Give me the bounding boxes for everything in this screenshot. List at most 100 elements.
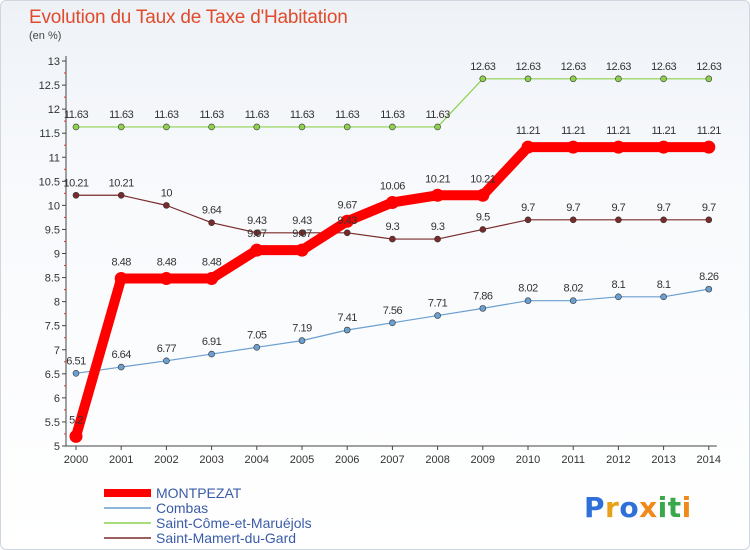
data-label: 11.63: [290, 109, 315, 121]
data-label: 6.77: [157, 343, 177, 355]
x-tick-label: 2011: [561, 454, 585, 466]
data-label: 7.05: [247, 329, 267, 341]
logo-letter: P: [584, 491, 606, 524]
x-tick-label: 2002: [154, 454, 178, 466]
data-point: [524, 75, 532, 83]
data-point: [569, 216, 577, 224]
data-label: 10.21: [425, 173, 450, 185]
logo-letter: x: [639, 491, 658, 524]
data-label: 12.63: [561, 61, 586, 73]
data-label: 9.7: [566, 202, 580, 214]
series-group: [69, 75, 716, 443]
data-label: 9.43: [247, 215, 267, 227]
data-point: [389, 319, 396, 327]
data-label: 8.48: [202, 257, 222, 269]
data-point: [566, 140, 580, 154]
data-label: 6.64: [111, 349, 131, 361]
data-point: [298, 337, 306, 344]
data-label: 11.63: [109, 109, 134, 121]
x-tick-label: 2014: [697, 454, 721, 466]
data-point: [434, 123, 441, 131]
data-label: 7.86: [473, 290, 493, 302]
data-label: 11.63: [425, 109, 450, 121]
data-point: [434, 312, 441, 319]
y-tick-label: 8: [54, 297, 60, 309]
data-label: 11.63: [199, 109, 224, 121]
data-point: [253, 344, 261, 351]
data-label: 8.26: [699, 271, 719, 283]
data-point: [434, 235, 441, 243]
legend: MONTPEZATCombasSaint-Côme-et-MaruéjolsSa…: [104, 485, 312, 546]
data-point: [615, 216, 622, 224]
data-point: [295, 243, 309, 257]
data-label: 9.5: [476, 211, 490, 223]
logo-letter: o: [619, 491, 640, 524]
data-label: 12.63: [606, 61, 631, 73]
data-point: [660, 216, 667, 224]
data-label: 11.21: [606, 125, 631, 137]
data-point: [250, 243, 264, 257]
data-label: 6.91: [202, 336, 222, 348]
y-tick-label: 9: [54, 249, 60, 261]
data-label: 12.63: [515, 61, 540, 73]
series-3: [72, 191, 713, 243]
data-point: [298, 123, 306, 131]
data-label: 11.21: [516, 125, 541, 137]
x-tick-label: 2009: [471, 454, 495, 466]
data-label: 8.48: [111, 257, 131, 269]
x-tick-label: 2000: [64, 454, 88, 466]
y-tick-label: 13: [48, 56, 60, 68]
data-point: [569, 297, 577, 304]
data-point: [569, 75, 577, 83]
y-tick-label: 12: [48, 104, 60, 116]
data-point: [343, 123, 351, 131]
y-tick-label: 10.5: [39, 176, 60, 188]
data-point: [343, 229, 351, 237]
y-tick-label: 12.5: [39, 80, 60, 92]
y-tick-label: 10: [48, 200, 60, 212]
x-tick-label: 2012: [606, 454, 630, 466]
y-tick-label: 7.5: [45, 321, 60, 333]
data-label: 9.7: [521, 202, 535, 214]
data-point: [521, 140, 535, 154]
data-label: 5.2: [69, 414, 83, 426]
logo-letter: i: [681, 491, 692, 524]
data-label: 11.63: [64, 109, 89, 121]
data-label: 8.02: [563, 283, 583, 295]
data-point: [389, 235, 396, 243]
data-point: [72, 191, 80, 199]
data-point: [253, 229, 261, 237]
data-point: [205, 272, 219, 286]
x-tick-label: 2006: [335, 454, 359, 466]
data-label: 10.06: [380, 180, 405, 192]
data-label: 11.63: [380, 109, 405, 121]
data-label: 9.7: [702, 202, 716, 214]
data-label: 9.3: [431, 221, 445, 233]
data-label: 12.63: [651, 61, 676, 73]
data-label: 12.63: [470, 61, 495, 73]
data-point: [479, 226, 487, 233]
data-labels: 5.2 8.48 8.48 8.48 9.07 9.07 9.67 10.06 10.21 10.…: [63, 61, 722, 427]
data-point: [479, 305, 487, 312]
logo-letter: i: [657, 491, 668, 524]
data-label: 11.63: [245, 109, 270, 121]
y-tick-label: 7: [54, 345, 60, 357]
data-point: [702, 140, 716, 154]
data-label: 9.64: [202, 205, 222, 217]
data-label: 7.41: [337, 312, 357, 324]
data-label: 6.51: [66, 355, 86, 367]
legend-label: MONTPEZAT: [156, 485, 242, 501]
x-tick-label: 2007: [380, 454, 404, 466]
data-label: 9.7: [612, 202, 626, 214]
data-label: 10.21: [63, 177, 88, 189]
data-point: [660, 75, 667, 83]
x-tick-label: 2010: [516, 454, 540, 466]
y-tick-label: 5.5: [45, 417, 60, 429]
data-point: [208, 123, 215, 131]
y-tick-label: 5: [54, 441, 60, 453]
data-label: 9.3: [386, 221, 400, 233]
data-label: 11.63: [154, 109, 179, 121]
data-point: [340, 214, 354, 228]
data-label: 12.63: [696, 61, 721, 73]
